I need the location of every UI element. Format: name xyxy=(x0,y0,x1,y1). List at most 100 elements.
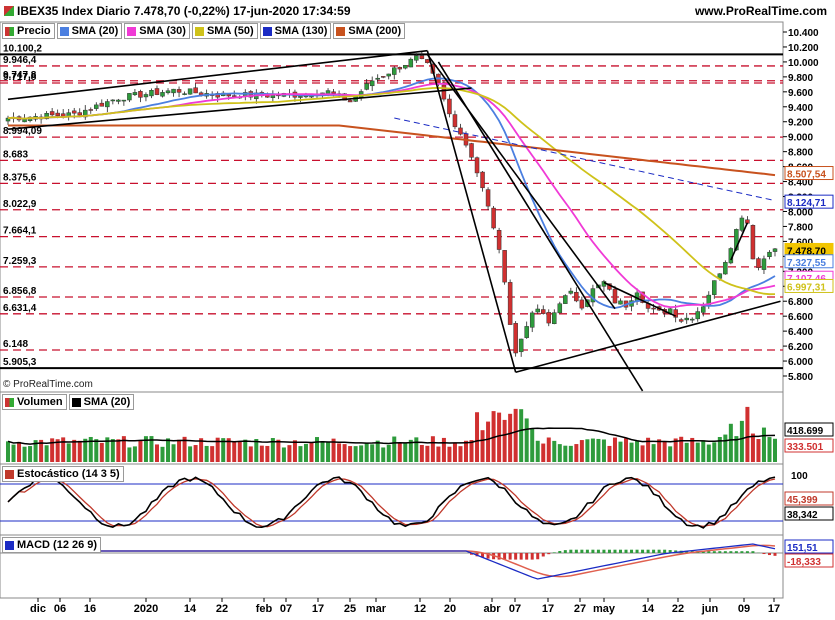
chart-title-text: IBEX35 Index Diario 7.478,70 (-0,22%) 17… xyxy=(17,4,351,18)
stoch-badge-label: 45,399 xyxy=(787,495,818,506)
price-tick-label: 9.400 xyxy=(788,103,813,114)
volume-bar xyxy=(635,440,640,462)
macd-hist-bar xyxy=(745,551,749,553)
trend-line xyxy=(7,87,472,131)
candle-body xyxy=(491,207,496,229)
macd-line xyxy=(8,543,776,580)
volume-bar xyxy=(745,406,750,462)
volume-bar xyxy=(88,436,93,462)
volume-bar xyxy=(508,413,513,462)
candle-body xyxy=(397,67,403,70)
volume-bar xyxy=(590,438,595,462)
volume-bar xyxy=(143,436,148,462)
candle-body xyxy=(529,312,535,328)
volume-bar xyxy=(530,428,535,462)
volume-bar xyxy=(546,437,551,462)
macd-hist-bar xyxy=(718,551,722,553)
volume-bar xyxy=(182,436,187,462)
volume-bar xyxy=(243,439,248,462)
stoch-tick-label: 100 xyxy=(791,471,808,482)
legend-sma200[interactable]: SMA (200) xyxy=(333,23,406,39)
volume-bar xyxy=(188,446,193,462)
macd-hist-bar xyxy=(685,550,689,553)
candle-body xyxy=(121,99,127,102)
candle-body xyxy=(193,87,198,94)
candle-body xyxy=(524,326,529,338)
candle-body xyxy=(154,88,160,95)
macd-hist-bar xyxy=(618,549,622,553)
volume-bar xyxy=(105,437,110,462)
stoch-legend: Estocástico (14 3 5) xyxy=(2,466,124,482)
candle-body xyxy=(640,291,645,303)
candle-body xyxy=(44,113,49,120)
volume-bar xyxy=(601,439,606,462)
x-tick-label: jun xyxy=(701,603,719,615)
legend-sma30[interactable]: SMA (30) xyxy=(124,23,190,39)
volume-bar xyxy=(618,441,623,462)
volume-bar xyxy=(55,439,60,462)
volume-bar xyxy=(132,446,137,462)
macd-badge xyxy=(784,539,834,554)
price-badge-label: 8.507,54 xyxy=(787,170,826,181)
legend-stochastic[interactable]: Estocástico (14 3 5) xyxy=(2,466,124,482)
candle-body xyxy=(485,189,491,207)
x-tick-label: 14 xyxy=(642,603,655,615)
macd-hist-bar xyxy=(519,553,523,560)
x-tick-label: 17 xyxy=(312,603,324,615)
price-tick-label: 8.400 xyxy=(788,178,813,189)
volume-bar xyxy=(684,442,689,462)
candle-body xyxy=(540,309,546,314)
trend-line xyxy=(730,222,749,261)
legend-price[interactable]: Precio xyxy=(2,23,55,39)
volume-bar xyxy=(315,437,320,462)
stoch-badge xyxy=(784,506,834,521)
x-tick-label: 09 xyxy=(738,603,750,615)
x-tick-label: 17 xyxy=(542,603,554,615)
candle-body xyxy=(55,112,60,117)
trend-line xyxy=(437,61,644,392)
level-label: 7.664,1 xyxy=(3,226,37,237)
candle-body xyxy=(176,89,182,93)
volume-bar xyxy=(640,445,645,462)
candle-body xyxy=(513,323,518,354)
legend-sma130[interactable]: SMA (130) xyxy=(259,23,332,39)
site-url[interactable]: www.ProRealTime.com xyxy=(694,4,827,18)
macd-hist-bar xyxy=(751,551,755,553)
candle-body xyxy=(684,317,689,321)
volume-bar xyxy=(657,439,662,462)
macd-hist-bar xyxy=(514,553,518,560)
legend-volume[interactable]: Volumen xyxy=(2,394,67,410)
volume-bar xyxy=(160,446,165,462)
volume-bar xyxy=(392,436,397,462)
macd-hist-bar xyxy=(525,553,529,560)
legend-volume-sma[interactable]: SMA (20) xyxy=(68,394,135,410)
x-tick-label: abr xyxy=(483,603,501,615)
volume-bar xyxy=(403,442,408,462)
candle-body xyxy=(138,91,143,98)
volume-bar xyxy=(309,442,314,462)
legend-macd[interactable]: MACD (12 26 9) xyxy=(2,537,102,553)
volume-bar xyxy=(381,447,386,462)
volume-bar xyxy=(651,444,656,462)
sma20-line xyxy=(7,77,776,309)
macd-hist-bar xyxy=(486,553,490,559)
x-tick-label: may xyxy=(593,603,616,615)
legend-sma20[interactable]: SMA (20) xyxy=(56,23,123,39)
legend-sma50[interactable]: SMA (50) xyxy=(191,23,258,39)
volume-bar xyxy=(723,434,728,462)
candle-body xyxy=(480,171,485,189)
price-tick-label: 9.000 xyxy=(788,133,813,144)
volume-bar xyxy=(386,444,391,462)
candle-body xyxy=(143,94,149,98)
volume-bar xyxy=(177,439,182,462)
volume-bar xyxy=(750,433,755,462)
macd-hist-bar xyxy=(497,553,501,560)
x-tick-label: 22 xyxy=(672,603,684,615)
x-tick-label: 20 xyxy=(444,603,456,615)
volume-bar xyxy=(28,446,33,462)
volume-bar xyxy=(739,420,744,462)
x-tick-label: 07 xyxy=(509,603,521,615)
volume-bar xyxy=(414,437,419,462)
candle-body xyxy=(507,282,513,325)
macd-hist-bar xyxy=(734,551,738,553)
